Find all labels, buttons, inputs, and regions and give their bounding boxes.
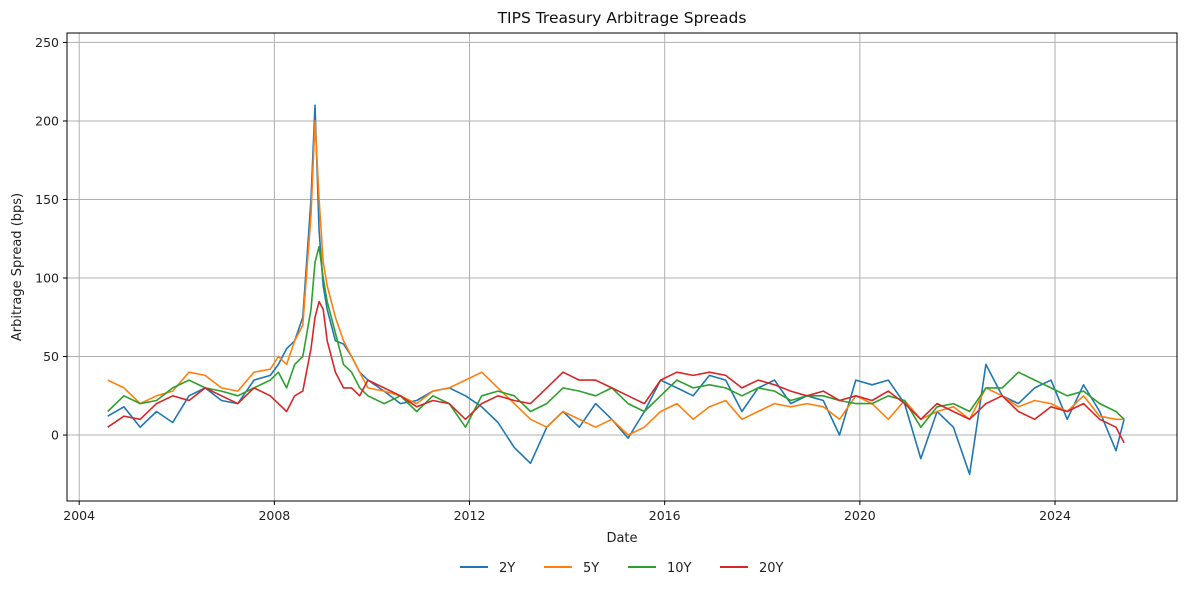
y-tick-label: 200 (35, 113, 59, 128)
series-line-5y (107, 120, 1125, 436)
plot-area-frame (66, 32, 1178, 502)
series-line-10y (107, 245, 1125, 429)
x-tick-label: 2004 (63, 508, 95, 523)
y-tick-label: 50 (43, 349, 59, 364)
plot-lines (107, 104, 1125, 476)
legend-label-5y: 5Y (583, 561, 599, 576)
y-tick-label: 250 (35, 35, 59, 50)
x-tick-label: 2020 (844, 508, 876, 523)
legend-label-20y: 20Y (759, 561, 784, 576)
x-axis: 2004 2008 2012 2016 2020 2024 (63, 501, 1071, 523)
series-line-20y (107, 300, 1125, 444)
y-tick-label: 100 (35, 270, 59, 285)
x-axis-title: Date (606, 531, 637, 546)
x-tick-label: 2012 (454, 508, 486, 523)
x-tick-label: 2008 (258, 508, 290, 523)
y-axis-title: Arbitrage Spread (bps) (10, 193, 25, 341)
chart-title: TIPS Treasury Arbitrage Spreads (497, 9, 747, 27)
x-tick-label: 2024 (1039, 508, 1071, 523)
legend: 2Y 5Y 10Y 20Y (460, 561, 784, 576)
legend-label-2y: 2Y (499, 561, 515, 576)
grid (67, 33, 1177, 501)
x-tick-label: 2016 (649, 508, 681, 523)
y-tick-label: 150 (35, 192, 59, 207)
y-tick-label: 0 (51, 428, 59, 443)
legend-label-10y: 10Y (667, 561, 692, 576)
y-axis: 0 50 100 150 200 250 (35, 35, 67, 443)
